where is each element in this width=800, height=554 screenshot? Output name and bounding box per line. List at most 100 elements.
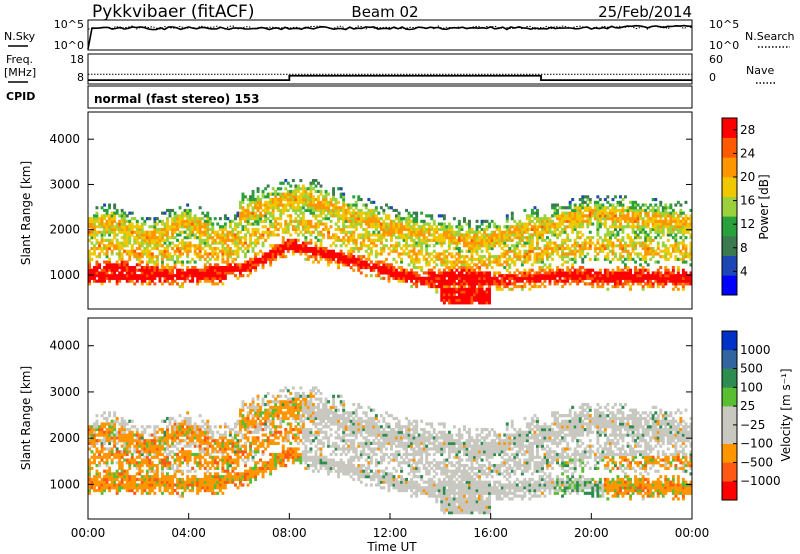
velocity-cell: [110, 486, 114, 490]
power-cell: [490, 276, 494, 280]
power-cell: [135, 257, 139, 261]
power-cell: [619, 274, 622, 278]
power-cell: [689, 222, 693, 226]
power-cell: [626, 271, 630, 275]
power-cell: [244, 266, 247, 270]
power-cell: [357, 263, 361, 267]
power-cell: [286, 222, 290, 226]
power-cell: [641, 274, 645, 278]
power-cell: [120, 274, 124, 278]
power-cell: [226, 268, 230, 272]
power-cell: [299, 179, 303, 183]
velocity-cell: [130, 441, 134, 445]
velocity-cell: [115, 433, 119, 437]
power-cell: [468, 249, 471, 253]
power-cell: [515, 244, 519, 248]
power-cell: [616, 266, 620, 270]
power-cell: [407, 274, 411, 278]
power-cell: [561, 263, 565, 267]
power-cell: [306, 255, 310, 259]
velocity-cell: [128, 475, 132, 479]
power-cell: [543, 268, 547, 272]
power-cell: [299, 230, 303, 234]
velocity-cell: [120, 480, 124, 484]
power-cell: [173, 222, 177, 226]
power-cell: [435, 263, 439, 267]
power-cell: [374, 266, 378, 270]
power-cell: [259, 214, 263, 218]
power-cell: [213, 274, 217, 278]
power-cell: [191, 276, 195, 280]
power-cell: [339, 206, 343, 210]
power-cell: [183, 219, 187, 223]
power-cell: [603, 206, 607, 210]
power-cell: [289, 217, 293, 221]
power-cell: [286, 225, 290, 229]
power-cell: [186, 274, 190, 278]
power-cell: [530, 263, 534, 267]
power-cell: [95, 271, 99, 275]
power-cell: [400, 268, 404, 272]
power-cell: [430, 285, 434, 289]
power-cell: [573, 271, 577, 275]
velocity-cell: [100, 483, 104, 487]
power-cell: [475, 290, 479, 294]
power-cell: [457, 260, 461, 264]
power-cell: [261, 189, 265, 194]
power-cell: [603, 271, 607, 275]
power-cell: [382, 247, 386, 251]
power-cell: [513, 225, 517, 229]
power-cell: [188, 217, 192, 221]
power-cell: [231, 260, 235, 264]
power-cell: [485, 287, 489, 291]
power-cell: [286, 247, 290, 251]
power-cell: [581, 266, 585, 270]
power-cell: [349, 225, 353, 229]
power-cell: [324, 203, 328, 207]
power-cell: [432, 260, 436, 264]
velocity-cell: [103, 475, 107, 479]
power-cell: [624, 219, 627, 223]
power-cell: [666, 276, 670, 280]
power-cell: [641, 203, 645, 207]
power-cell: [163, 241, 167, 245]
power-cell: [271, 217, 275, 221]
power-cell: [261, 195, 265, 199]
power-cell: [93, 247, 96, 251]
power-cell: [586, 268, 590, 272]
power-cell: [281, 247, 285, 251]
power-cell: [651, 249, 655, 253]
power-cell: [100, 282, 104, 286]
power-cell: [576, 211, 580, 215]
power-cell: [463, 290, 466, 294]
power-cell: [679, 230, 683, 234]
power-cell: [251, 241, 255, 245]
power-cell: [468, 268, 471, 272]
power-cell: [213, 230, 217, 234]
power-cell: [103, 214, 107, 218]
power-cell: [410, 271, 414, 275]
velocity-cell: [120, 439, 124, 443]
power-cell: [463, 287, 466, 291]
power-cell: [349, 252, 353, 256]
power-cell: [244, 255, 247, 259]
power-cell: [163, 222, 167, 226]
power-cell: [213, 241, 217, 245]
power-cell: [636, 279, 640, 283]
power-cell: [153, 260, 157, 264]
power-cell: [417, 244, 421, 248]
power-cell: [616, 219, 620, 223]
power-cell: [98, 276, 102, 280]
power-cell: [578, 252, 582, 256]
power-cell: [485, 225, 489, 229]
power-cell: [646, 274, 650, 278]
power-cell: [593, 217, 597, 221]
power-cell: [251, 227, 255, 232]
power-cell: [568, 257, 572, 261]
power-cell: [327, 249, 331, 253]
power-cell: [671, 249, 675, 253]
power-cell: [530, 227, 534, 232]
power-cell: [397, 255, 401, 259]
power-cell: [201, 217, 205, 221]
power-cell: [437, 241, 441, 245]
